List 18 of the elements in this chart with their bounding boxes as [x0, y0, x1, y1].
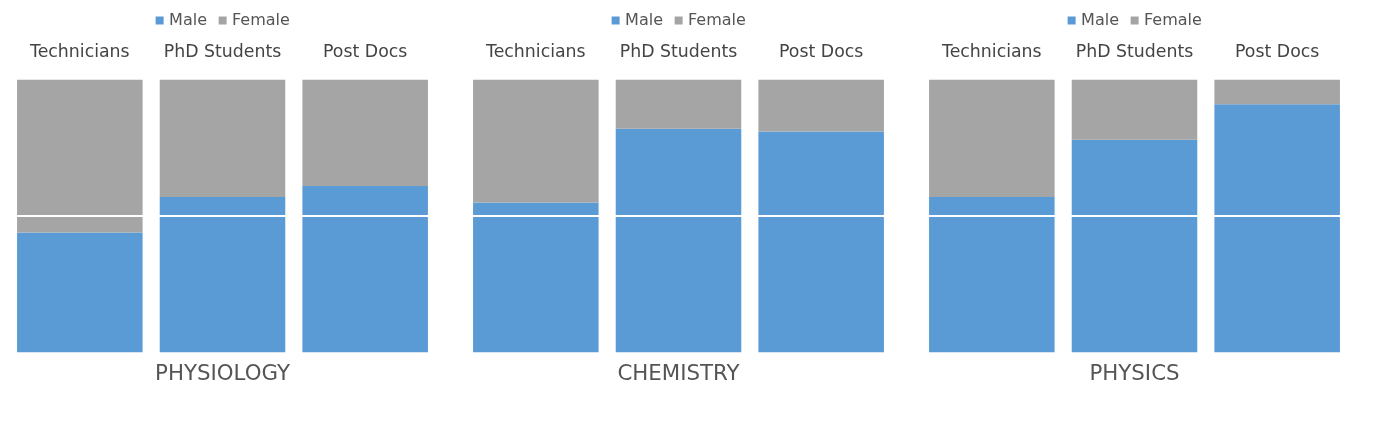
x-tick-label: Post Docs [779, 40, 864, 61]
text: PHYSICS [1089, 359, 1180, 385]
legend-label: Male [169, 10, 208, 29]
x-tick-label: Technicians [29, 40, 130, 61]
legend-label: Male [625, 10, 664, 29]
x-tick-label: PhD Students [163, 40, 282, 61]
x-tick-label: PhD Students [619, 40, 738, 61]
legend-label: Male [1081, 10, 1120, 29]
legend-label: Female [1144, 10, 1202, 29]
text: PHYSIOLOGY [155, 359, 291, 385]
legend-label: Female [232, 10, 290, 29]
x-tick-label: Post Docs [323, 40, 408, 61]
x-tick-label: PhD Students [1075, 40, 1194, 61]
legend-label: Female [688, 10, 746, 29]
text: CHEMISTRY [617, 359, 741, 385]
x-tick-label: Technicians [485, 40, 586, 61]
x-tick-label: Post Docs [1235, 40, 1320, 61]
x-tick-label: Technicians [941, 40, 1042, 61]
